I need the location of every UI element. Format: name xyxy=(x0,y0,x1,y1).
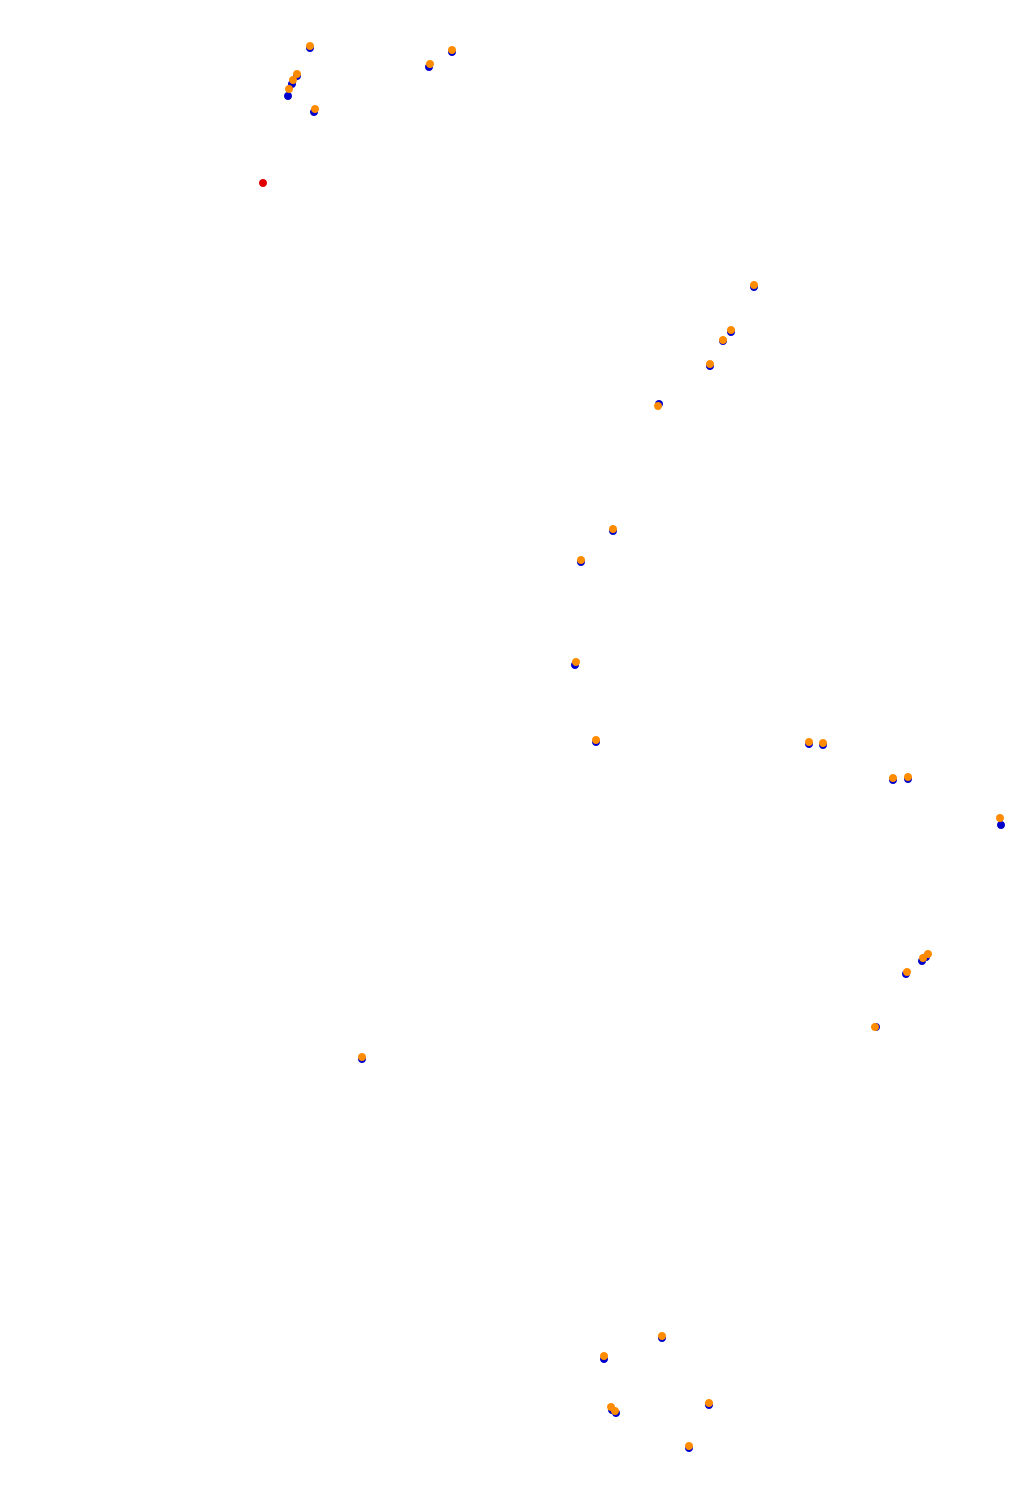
point xyxy=(727,326,735,334)
point xyxy=(719,336,727,344)
point xyxy=(705,1399,713,1407)
point xyxy=(819,739,827,747)
point xyxy=(996,814,1004,822)
point xyxy=(284,92,292,100)
point xyxy=(448,46,456,54)
point xyxy=(750,281,758,289)
point xyxy=(311,105,319,113)
point xyxy=(306,42,314,50)
point xyxy=(658,1332,666,1340)
point xyxy=(904,773,912,781)
point xyxy=(685,1442,693,1450)
point xyxy=(592,736,600,744)
point xyxy=(611,1407,619,1415)
point xyxy=(285,85,293,93)
point xyxy=(426,60,434,68)
point xyxy=(600,1352,608,1360)
point xyxy=(805,738,813,746)
point xyxy=(572,658,580,666)
point xyxy=(871,1023,879,1031)
point xyxy=(259,179,267,187)
point xyxy=(919,954,927,962)
point xyxy=(654,402,662,410)
point xyxy=(997,821,1005,829)
point xyxy=(358,1053,366,1061)
point xyxy=(289,76,297,84)
point xyxy=(706,360,714,368)
point xyxy=(293,70,301,78)
point xyxy=(889,774,897,782)
point xyxy=(903,968,911,976)
point xyxy=(609,525,617,533)
point xyxy=(577,556,585,564)
